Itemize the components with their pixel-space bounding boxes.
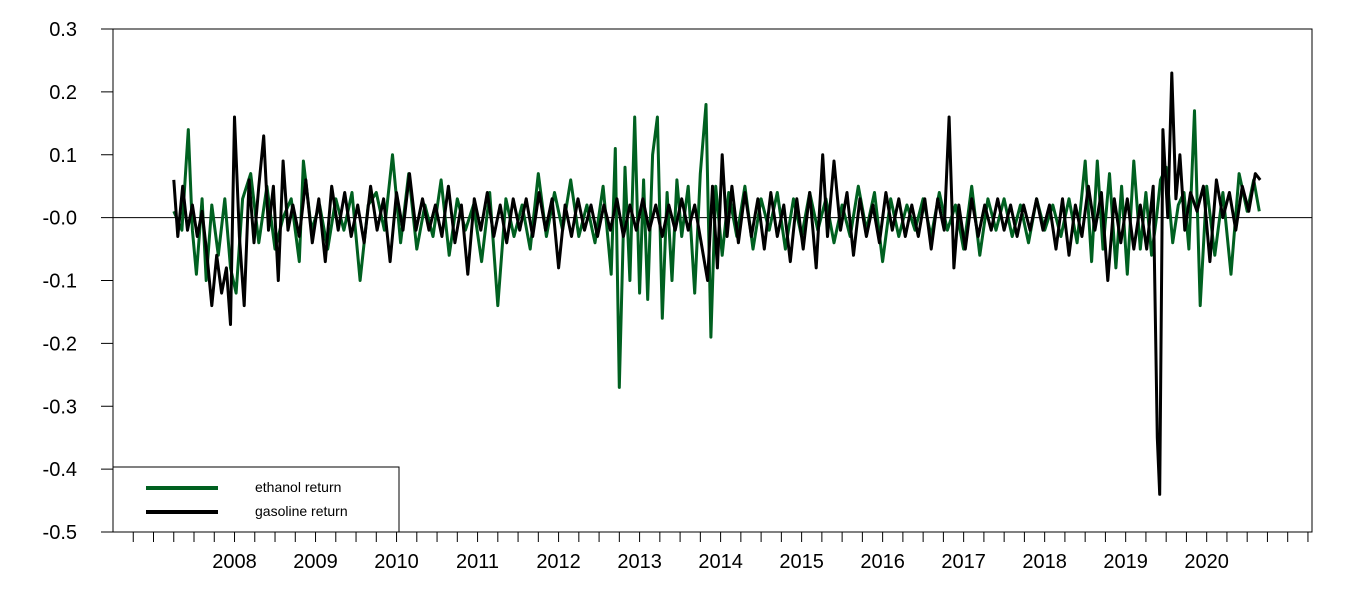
y-tick-label: 0.2 — [49, 82, 77, 104]
x-tick-label: 2013 — [617, 551, 662, 573]
x-tick-label: 2010 — [374, 551, 419, 573]
y-tick-label: 0.3 — [49, 19, 77, 41]
y-tick-label: -0.0 — [43, 208, 77, 230]
y-tick-label: -0.3 — [43, 396, 77, 418]
x-tick-label: 2019 — [1103, 551, 1148, 573]
y-tick-label: -0.1 — [43, 271, 77, 293]
y-tick-label: -0.5 — [43, 522, 77, 544]
x-tick-label: 2008 — [212, 551, 257, 573]
y-axis: 0.3 0.2 0.1 -0.0 -0.1 -0.2 -0.3 -0.4 -0.5 — [43, 19, 113, 544]
y-tick-label: -0.2 — [43, 333, 77, 355]
x-tick-label: 2016 — [860, 551, 905, 573]
legend-box — [112, 466, 400, 533]
legend: ethanol return gasoline return — [112, 466, 400, 533]
y-tick-label: 0.1 — [49, 145, 77, 167]
legend-label-ethanol: ethanol return — [255, 479, 341, 495]
x-axis: 2008 2009 2010 2011 2012 2013 2014 2015 2016 2017… — [132, 532, 1309, 573]
x-tick-label: 2015 — [779, 551, 824, 573]
x-tick-label: 2009 — [293, 551, 338, 573]
x-tick-label: 2018 — [1022, 551, 1067, 573]
series-group — [172, 71, 1262, 496]
x-tick-label: 2012 — [536, 551, 581, 573]
x-tick-label: 2011 — [456, 551, 499, 573]
legend-label-gasoline: gasoline return — [255, 503, 348, 519]
series-line-gasoline — [172, 71, 1262, 496]
x-tick-label: 2017 — [941, 551, 986, 573]
y-tick-label: -0.4 — [43, 459, 77, 481]
x-tick-label: 2014 — [698, 551, 743, 573]
x-tick-label: 2020 — [1184, 551, 1229, 573]
